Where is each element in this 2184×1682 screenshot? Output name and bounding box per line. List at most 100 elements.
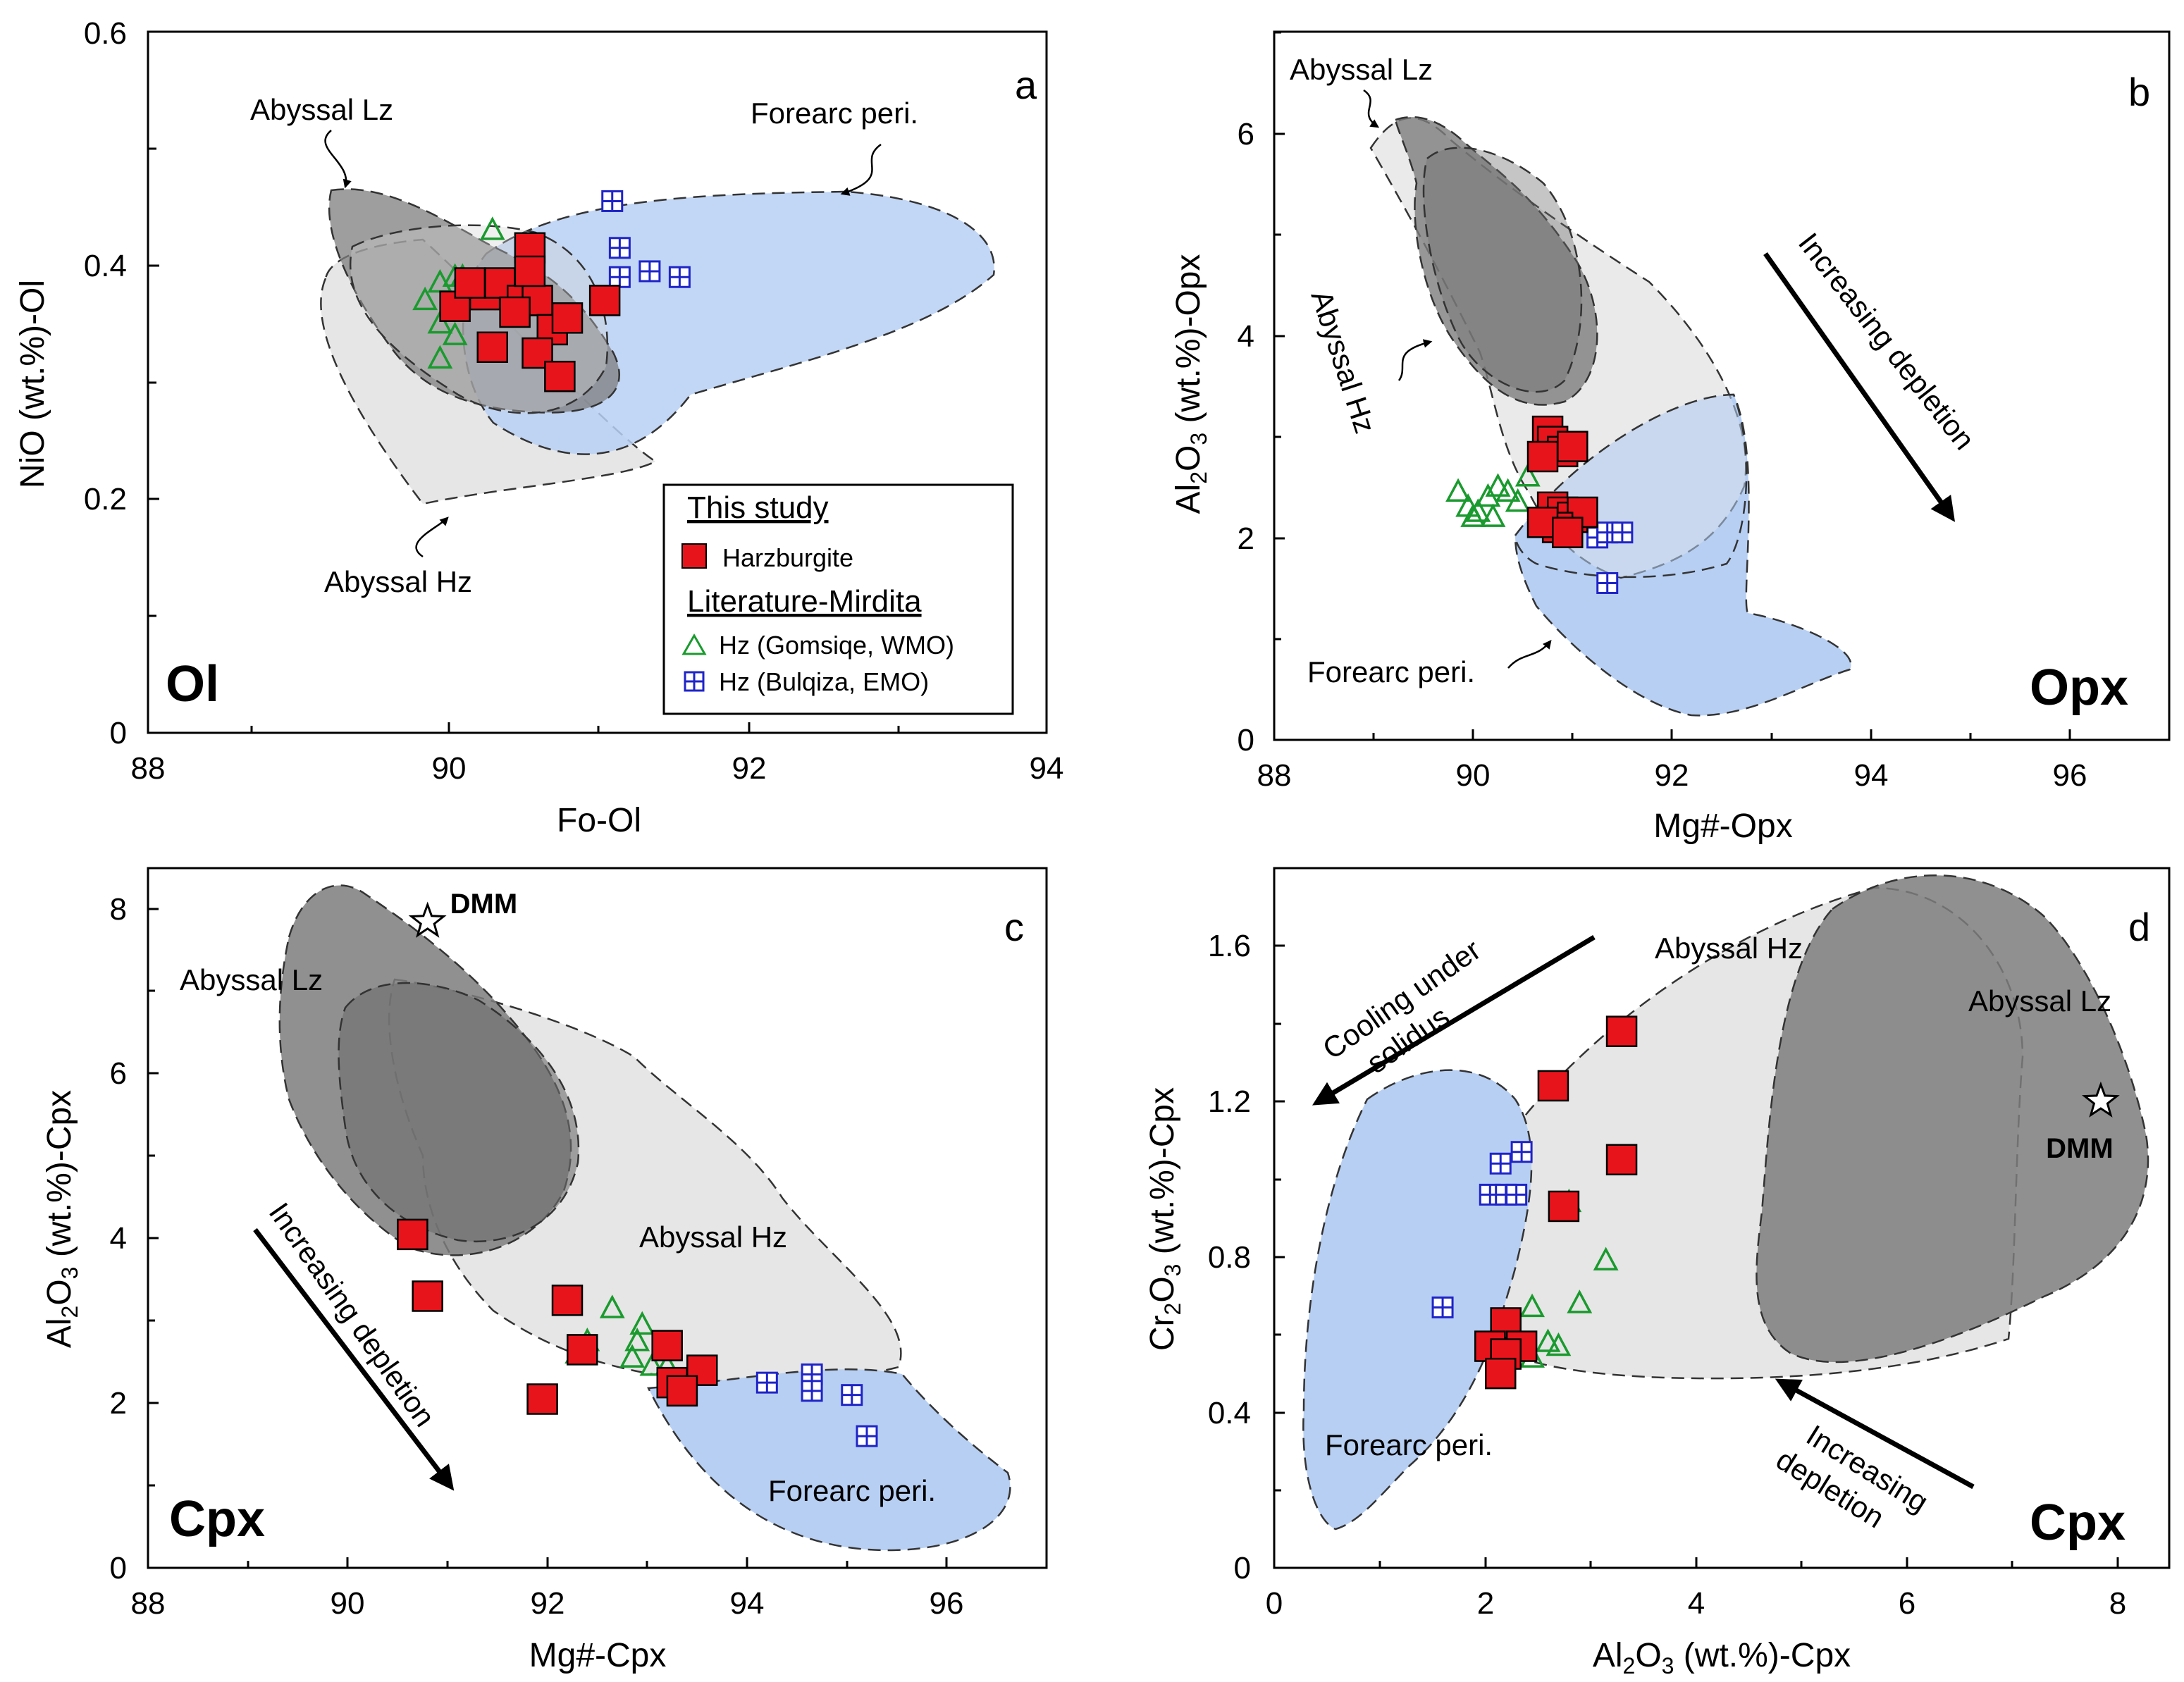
legend-gomsiqe-marker — [681, 633, 707, 655]
field-label-abyssal-hz-a: Abyssal Hz — [324, 565, 472, 598]
harzburgite-point — [651, 1330, 683, 1361]
y-tick-label: 0 — [110, 716, 127, 750]
bulqiza-point — [856, 1425, 878, 1447]
x-tick-label: 94 — [730, 1586, 765, 1621]
harzburgite-point — [551, 1285, 584, 1316]
x-tick-label: 92 — [1655, 758, 1689, 793]
bulqiza-point — [1596, 571, 1619, 594]
panel-b: 88 90 92 94 96 Mg#-Opx 0 2 4 6 Al2O3 (wt… — [1170, 30, 2171, 845]
annotation-depletion-d: Increasing depletion — [1770, 1418, 1934, 1535]
y-tick-label: 4 — [1238, 319, 1254, 354]
y-tick-label: 0 — [1238, 723, 1254, 757]
gomsiqe-point — [1485, 473, 1511, 497]
y-tick-label: 1.2 — [1208, 1084, 1251, 1119]
field-label-forearc-a: Forearc peri. — [751, 97, 918, 130]
y-tick-label: 2 — [1238, 521, 1254, 556]
bulqiza-point — [1489, 1152, 1512, 1175]
gomsiqe-point — [1505, 488, 1531, 512]
bulqiza-point — [1431, 1296, 1454, 1318]
bulqiza-point — [601, 190, 624, 212]
x-axis-c: 88 90 92 94 96 Mg#-Cpx — [131, 1557, 963, 1674]
mineral-label-b: Opx — [2030, 660, 2128, 716]
x-axis-a: 88 90 92 94 Fo-Ol — [131, 722, 1064, 839]
leader-line — [1363, 89, 1380, 128]
y-tick-label: 0 — [110, 1551, 127, 1585]
harzburgite-point — [666, 1375, 698, 1407]
y-tick-label: 6 — [110, 1056, 127, 1091]
gomsiqe-point — [479, 216, 505, 240]
field-abyssal-lz-d — [1756, 874, 2149, 1363]
x-tick-label: 94 — [1030, 751, 1064, 786]
y-axis-label-b: Al2O3 (wt.%)-Opx — [1170, 254, 1211, 514]
depletion-arrow-d — [1775, 1378, 1975, 1490]
gomsiqe-point — [1465, 498, 1491, 522]
annotation-cooling-d: Cooling under solidus — [1316, 933, 1486, 1080]
field-forearc-c — [647, 1368, 1011, 1552]
gomsiqe-point — [1514, 463, 1541, 487]
bulqiza-point — [755, 1371, 778, 1394]
plot-frame-b — [1273, 30, 2171, 741]
gomsiqe-point — [1519, 1293, 1545, 1318]
bulqiza-point — [1611, 521, 1634, 544]
x-axis-b: 88 90 92 94 96 Mg#-Opx — [1257, 729, 2087, 845]
field-forearc-d — [1302, 1069, 1533, 1531]
harzburgite-point — [588, 285, 621, 316]
field-dark-core-b — [1422, 147, 1583, 393]
cooling-arrow-d — [1312, 934, 1596, 1106]
gomsiqe-point — [1593, 1247, 1619, 1270]
leader-line — [415, 517, 449, 558]
y-tick-label: 0 — [1234, 1551, 1251, 1585]
x-tick-label: 2 — [1477, 1586, 1494, 1621]
gomsiqe-point — [629, 1311, 655, 1335]
dmm-label-c: DMM — [450, 889, 518, 920]
y-axis-label-c: Al2O3 (wt.%)-Cpx — [41, 1090, 82, 1348]
depletion-arrow-c — [253, 1228, 455, 1491]
fields-b — [1369, 116, 1852, 717]
bulqiza-point — [608, 237, 631, 259]
x-tick-label: 0 — [1266, 1586, 1283, 1621]
points-a — [412, 190, 691, 392]
field-label-forearc-d: Forearc peri. — [1325, 1428, 1493, 1461]
gomsiqe-point — [1480, 503, 1506, 527]
harzburgite-point — [522, 337, 553, 369]
x-axis-label-b: Mg#-Opx — [1653, 808, 1792, 845]
y-tick-label: 0.8 — [1208, 1240, 1251, 1275]
legend-gomsiqe-label: Hz (Gomsiqe, WMO) — [719, 631, 954, 660]
field-label-abyssal-lz-a: Abyssal Lz — [250, 93, 393, 126]
plot-frame-c — [147, 867, 1048, 1569]
leader-line — [840, 143, 882, 196]
y-axis-d: 0 0.4 0.8 1.2 1.6 Cr2O3 (wt.%)-Cpx — [1144, 867, 1285, 1585]
gomsiqe-point — [1567, 1290, 1593, 1313]
gomsiqe-point — [1546, 1332, 1572, 1356]
harzburgite-point — [454, 267, 486, 299]
dmm-star-c — [408, 901, 447, 938]
leader-line — [1398, 339, 1433, 381]
points-b — [1445, 415, 1634, 594]
x-tick-label: 92 — [732, 751, 767, 786]
x-axis-label-a: Fo-Ol — [557, 802, 641, 839]
harzburgite-point — [476, 331, 508, 363]
gomsiqe-point — [639, 1352, 665, 1376]
leader-line — [324, 130, 352, 189]
gomsiqe-point — [1445, 478, 1471, 502]
y-tick-label: 8 — [110, 892, 127, 927]
legend-box — [662, 483, 1014, 715]
harzburgite-point — [1552, 517, 1584, 548]
y-axis-label-a: NiO (wt.%)-Ol — [14, 280, 51, 488]
leader-line — [1507, 640, 1552, 669]
harzburgite-point — [499, 296, 531, 328]
legend-harzburgite-label: Harzburgite — [722, 543, 853, 572]
field-abyssal-lz-b — [1394, 116, 1598, 406]
y-tick-label: 0.2 — [84, 482, 127, 517]
mineral-label-a: Ol — [166, 656, 219, 712]
dmm-label-d: DMM — [2046, 1133, 2114, 1164]
x-axis-d: 0 2 4 6 8 Al2O3 (wt.%)-Cpx — [1266, 1557, 2126, 1678]
mineral-label-d: Cpx — [2030, 1495, 2126, 1551]
harzburgite-point — [1526, 440, 1559, 473]
x-tick-label: 8 — [2109, 1586, 2126, 1621]
depletion-arrow-b — [1763, 252, 1956, 522]
bulqiza-point — [608, 266, 631, 288]
harzburgite-point — [1605, 1144, 1638, 1175]
x-axis-label-d: Al2O3 (wt.%)-Cpx — [1593, 1637, 1851, 1678]
